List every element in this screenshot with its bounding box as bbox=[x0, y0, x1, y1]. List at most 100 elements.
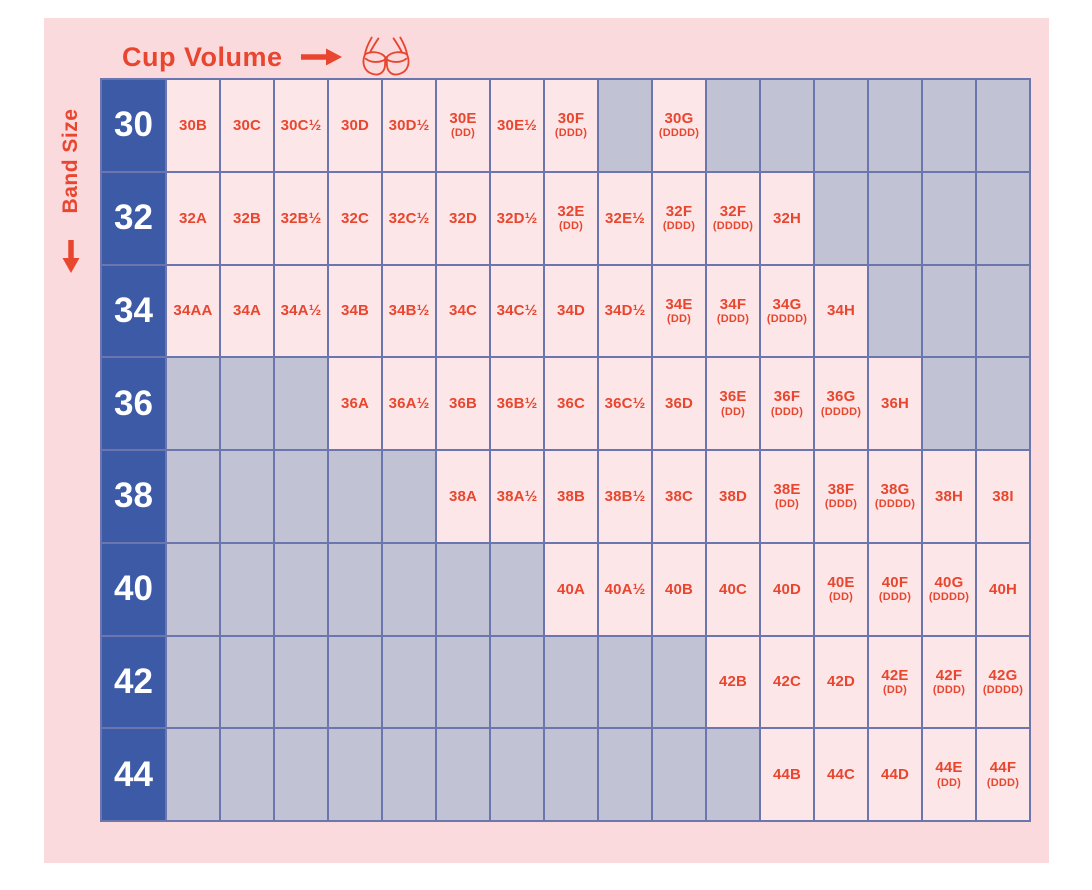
size-cell: 44F (DDD) bbox=[976, 728, 1030, 821]
size-cell-label: 32B½ bbox=[280, 209, 322, 227]
size-cell-label: 42E bbox=[881, 666, 909, 684]
size-cell: 38C bbox=[652, 450, 706, 543]
size-cell: 34C½ bbox=[490, 264, 544, 358]
size-cell-label: 34C½ bbox=[496, 302, 538, 320]
size-cell: 30E½ bbox=[490, 79, 544, 172]
size-cell-label: 34H bbox=[826, 302, 856, 320]
size-cell-label: 30F bbox=[557, 110, 585, 128]
empty-cell bbox=[274, 635, 328, 729]
size-cell: 32D bbox=[436, 171, 490, 265]
size-cell: 34D bbox=[544, 264, 598, 358]
size-cell: 30D½ bbox=[382, 79, 436, 172]
size-cell-label: 30E½ bbox=[497, 116, 537, 134]
cup-volume-label: Cup Volume bbox=[122, 41, 283, 72]
empty-cell bbox=[976, 171, 1030, 265]
size-cell-label: 42G bbox=[988, 666, 1018, 684]
size-cell: 36D bbox=[652, 357, 706, 450]
size-cell-sublabel: (DDD) bbox=[554, 127, 588, 140]
size-cell-sublabel: (DD) bbox=[882, 683, 907, 696]
size-cell: 36A½ bbox=[382, 357, 436, 450]
empty-cell bbox=[382, 542, 436, 636]
empty-cell bbox=[166, 728, 220, 821]
size-cell-label: 38A bbox=[448, 487, 478, 505]
size-cell: 40H bbox=[976, 542, 1030, 636]
empty-cell bbox=[544, 728, 598, 821]
band-size-cell: 34 bbox=[101, 264, 166, 358]
empty-cell bbox=[166, 450, 220, 543]
size-cell-label: 40F bbox=[881, 573, 909, 591]
empty-cell bbox=[166, 542, 220, 636]
size-cell: 36E (DD) bbox=[706, 357, 760, 450]
size-cell: 30E (DD) bbox=[436, 79, 490, 172]
empty-cell bbox=[274, 728, 328, 821]
empty-cell bbox=[868, 264, 922, 358]
size-cell-label: 36B bbox=[448, 395, 478, 412]
size-cell-sublabel: (DDDD) bbox=[982, 683, 1024, 696]
size-cell-label: 34G bbox=[772, 295, 802, 313]
empty-cell bbox=[490, 728, 544, 821]
size-cell-label: 32E bbox=[557, 202, 585, 220]
size-cell: 30C½ bbox=[274, 79, 328, 172]
empty-cell bbox=[436, 542, 490, 636]
empty-cell bbox=[706, 728, 760, 821]
empty-cell bbox=[328, 635, 382, 729]
band-size-cell: 44 bbox=[101, 728, 166, 821]
size-cell: 32E½ bbox=[598, 171, 652, 265]
size-grid: 30 30B 30C 30C½ 30D 30D½ 30E (DD) 30E½ 30F (DDD) 30… bbox=[100, 78, 1031, 822]
size-cell-sublabel: (DD) bbox=[450, 127, 475, 140]
size-cell-sublabel: (DD) bbox=[936, 776, 961, 789]
size-cell-label: 36B½ bbox=[496, 395, 538, 412]
empty-cell bbox=[220, 450, 274, 543]
empty-cell bbox=[220, 635, 274, 729]
empty-cell bbox=[436, 728, 490, 821]
size-cell-label: 40D bbox=[772, 580, 802, 598]
empty-cell bbox=[382, 635, 436, 729]
size-cell: 40G (DDDD) bbox=[922, 542, 976, 636]
size-cell: 32A bbox=[166, 171, 220, 265]
size-cell-sublabel: (DDDD) bbox=[928, 591, 970, 604]
empty-cell bbox=[436, 635, 490, 729]
size-cell-label: 40B bbox=[664, 580, 694, 598]
size-cell-sublabel: (DD) bbox=[774, 498, 799, 511]
size-cell-label: 34AA bbox=[173, 302, 213, 320]
size-cell: 42F (DDD) bbox=[922, 635, 976, 729]
size-cell-label: 38I bbox=[992, 487, 1014, 505]
size-cell: 30G (DDDD) bbox=[652, 79, 706, 172]
size-cell: 40F (DDD) bbox=[868, 542, 922, 636]
size-cell: 32C bbox=[328, 171, 382, 265]
empty-cell bbox=[220, 728, 274, 821]
size-cell: 34E (DD) bbox=[652, 264, 706, 358]
size-cell-sublabel: (DDD) bbox=[824, 498, 858, 511]
band-size-cell: 38 bbox=[101, 450, 166, 543]
down-arrow-icon bbox=[62, 240, 80, 273]
size-cell-label: 30C½ bbox=[280, 116, 322, 134]
size-cell-label: 30G bbox=[664, 110, 694, 128]
empty-cell bbox=[274, 357, 328, 450]
size-cell: 34H bbox=[814, 264, 868, 358]
size-cell-label: 32C bbox=[340, 209, 370, 227]
empty-cell bbox=[922, 79, 976, 172]
size-cell-sublabel: (DDD) bbox=[716, 312, 750, 325]
size-cell-label: 34B bbox=[340, 302, 370, 320]
empty-cell bbox=[166, 357, 220, 450]
size-cell-label: 34F bbox=[719, 295, 747, 313]
size-cell: 36H bbox=[868, 357, 922, 450]
empty-cell bbox=[274, 450, 328, 543]
size-cell-label: 38G bbox=[880, 481, 910, 499]
empty-cell bbox=[220, 357, 274, 450]
empty-cell bbox=[490, 635, 544, 729]
size-cell: 32H bbox=[760, 171, 814, 265]
size-cell-sublabel: (DD) bbox=[666, 312, 691, 325]
size-cell-sublabel: (DD) bbox=[828, 591, 853, 604]
empty-cell bbox=[598, 635, 652, 729]
size-cell: 42G (DDDD) bbox=[976, 635, 1030, 729]
size-cell: 32C½ bbox=[382, 171, 436, 265]
size-cell-label: 36H bbox=[880, 395, 910, 412]
empty-cell bbox=[328, 542, 382, 636]
empty-cell bbox=[922, 171, 976, 265]
size-cell-label: 32A bbox=[178, 209, 208, 227]
size-cell-label: 36F bbox=[773, 388, 801, 406]
size-cell: 36C½ bbox=[598, 357, 652, 450]
empty-cell bbox=[814, 79, 868, 172]
size-cell-sublabel: (DDD) bbox=[986, 776, 1020, 789]
